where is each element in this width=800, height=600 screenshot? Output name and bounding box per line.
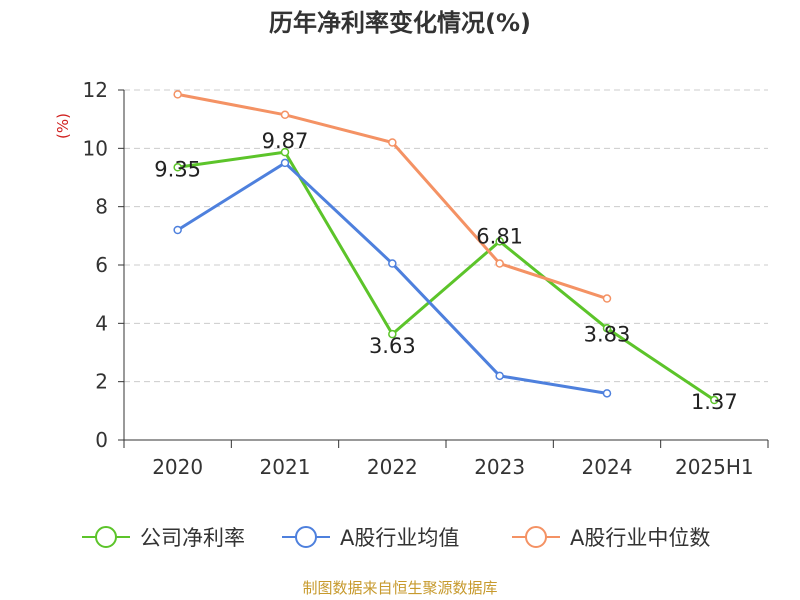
x-tick-label: 2024 bbox=[582, 455, 633, 479]
data-point bbox=[280, 110, 290, 120]
data-point bbox=[495, 259, 504, 268]
y-tick-label: 10 bbox=[83, 136, 108, 160]
legend-item-0[interactable]: 公司净利率 bbox=[82, 526, 245, 550]
series-line-0 bbox=[176, 150, 716, 402]
data-point bbox=[602, 294, 612, 303]
data-point bbox=[388, 138, 397, 147]
data-point bbox=[388, 259, 397, 268]
legend-marker-icon bbox=[95, 526, 117, 548]
gridlines bbox=[124, 89, 768, 383]
y-tick-label: 0 bbox=[95, 428, 108, 452]
data-point bbox=[602, 324, 612, 333]
x-tick-label: 2020 bbox=[152, 455, 203, 479]
data-point bbox=[602, 389, 612, 398]
data-point bbox=[495, 371, 504, 381]
legend: 公司净利率 A股行业均值 A股行业中位数 bbox=[82, 526, 710, 550]
data-point bbox=[173, 225, 182, 235]
data-label: 9.87 bbox=[262, 129, 309, 153]
legend-marker-icon bbox=[525, 526, 547, 548]
data-point bbox=[495, 237, 504, 246]
series-line-2 bbox=[176, 92, 609, 301]
data-labels: 9.35 9.87 3.63 6.81 3.83 1.37 bbox=[154, 129, 737, 414]
series-lines bbox=[173, 90, 719, 405]
y-tick-label: 4 bbox=[95, 311, 108, 335]
legend-label: 公司净利率 bbox=[140, 526, 245, 550]
data-point bbox=[280, 147, 290, 157]
chart-title: 历年净利率变化情况(%) bbox=[269, 9, 531, 37]
legend-label: A股行业均值 bbox=[340, 526, 459, 550]
legend-item-2[interactable]: A股行业中位数 bbox=[512, 526, 710, 550]
legend-marker-icon bbox=[295, 526, 317, 548]
x-tick-label: 2021 bbox=[260, 455, 311, 479]
data-label: 9.35 bbox=[154, 157, 201, 181]
data-label: 3.63 bbox=[369, 334, 416, 358]
data-point bbox=[388, 329, 397, 339]
x-tick-label: 2025H1 bbox=[675, 455, 754, 479]
data-label: 6.81 bbox=[476, 224, 523, 248]
data-label: 3.83 bbox=[584, 322, 631, 346]
axes: 0 2 4 6 8 10 12 2020 2021 2022 2023 2024 2025H1 bbox=[83, 78, 769, 479]
x-tick-label: 2023 bbox=[474, 455, 525, 479]
data-point bbox=[280, 158, 290, 168]
y-tick-label: 8 bbox=[95, 195, 108, 219]
y-tick-label: 12 bbox=[83, 78, 108, 102]
legend-item-1[interactable]: A股行业均值 bbox=[282, 526, 459, 550]
y-tick-label: 6 bbox=[95, 253, 108, 277]
data-label: 1.37 bbox=[691, 390, 738, 414]
y-axis-unit-label: (%) bbox=[54, 113, 72, 139]
source-note: 制图数据来自恒生聚源数据库 bbox=[302, 579, 498, 597]
data-point bbox=[173, 90, 182, 99]
x-tick-label: 2022 bbox=[367, 455, 418, 479]
y-tick-label: 2 bbox=[95, 370, 108, 394]
data-point bbox=[710, 395, 719, 405]
legend-label: A股行业中位数 bbox=[570, 526, 710, 550]
data-point bbox=[173, 163, 182, 172]
